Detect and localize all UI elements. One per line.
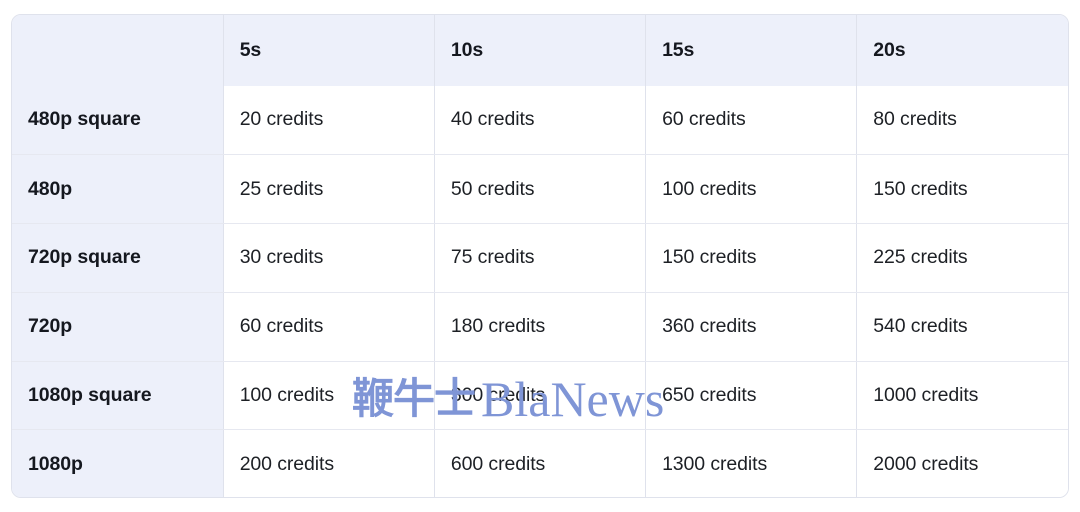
row-header-720p-square: 720p square — [12, 223, 224, 293]
table-header: 5s 10s 15s 20s — [12, 15, 1068, 86]
table-corner-cell — [12, 15, 224, 86]
cell-720p-square-20s: 225 credits — [856, 223, 1068, 293]
cell-1080p-square-15s: 650 credits — [645, 361, 858, 431]
table-row: 1080p square 100 credits 300 credits 650… — [12, 361, 1068, 431]
cell-480p-15s: 100 credits — [645, 154, 858, 225]
cell-1080p-20s: 2000 credits — [856, 429, 1068, 497]
cell-480p-square-20s: 80 credits — [856, 86, 1068, 156]
column-header-5s: 5s — [223, 15, 435, 86]
cell-720p-15s: 360 credits — [645, 292, 858, 362]
cell-720p-square-10s: 75 credits — [434, 223, 647, 293]
cell-480p-square-5s: 20 credits — [223, 86, 435, 156]
table-row: 720p 60 credits 180 credits 360 credits … — [12, 292, 1068, 362]
column-header-10s: 10s — [434, 15, 647, 86]
table-body: 480p square 20 credits 40 credits 60 cre… — [12, 86, 1068, 497]
cell-480p-square-10s: 40 credits — [434, 86, 647, 156]
row-header-480p-square: 480p square — [12, 86, 224, 156]
table-row: 1080p 200 credits 600 credits 1300 credi… — [12, 429, 1068, 497]
cell-1080p-square-5s: 100 credits — [223, 361, 435, 431]
column-header-20s: 20s — [856, 15, 1068, 86]
cell-480p-10s: 50 credits — [434, 154, 647, 225]
cell-720p-square-15s: 150 credits — [645, 223, 858, 293]
cell-480p-20s: 150 credits — [856, 154, 1068, 225]
pricing-table-container: 5s 10s 15s 20s 480p square 20 credits 40… — [11, 14, 1069, 498]
cell-1080p-square-10s: 300 credits — [434, 361, 647, 431]
row-header-1080p: 1080p — [12, 429, 224, 497]
header-row: 5s 10s 15s 20s — [12, 15, 1068, 86]
row-header-480p: 480p — [12, 154, 224, 225]
cell-720p-20s: 540 credits — [856, 292, 1068, 362]
cell-480p-square-15s: 60 credits — [645, 86, 858, 156]
row-header-720p: 720p — [12, 292, 224, 362]
cell-1080p-15s: 1300 credits — [645, 429, 858, 497]
column-header-15s: 15s — [645, 15, 858, 86]
cell-720p-10s: 180 credits — [434, 292, 647, 362]
cell-720p-5s: 60 credits — [223, 292, 435, 362]
cell-720p-square-5s: 30 credits — [223, 223, 435, 293]
cell-1080p-5s: 200 credits — [223, 429, 435, 497]
table-row: 480p square 20 credits 40 credits 60 cre… — [12, 86, 1068, 156]
cell-480p-5s: 25 credits — [223, 154, 435, 225]
table-row: 720p square 30 credits 75 credits 150 cr… — [12, 223, 1068, 293]
cell-1080p-10s: 600 credits — [434, 429, 647, 497]
row-header-1080p-square: 1080p square — [12, 361, 224, 431]
table-row: 480p 25 credits 50 credits 100 credits 1… — [12, 154, 1068, 225]
cell-1080p-square-20s: 1000 credits — [856, 361, 1068, 431]
pricing-table: 5s 10s 15s 20s 480p square 20 credits 40… — [12, 15, 1068, 497]
